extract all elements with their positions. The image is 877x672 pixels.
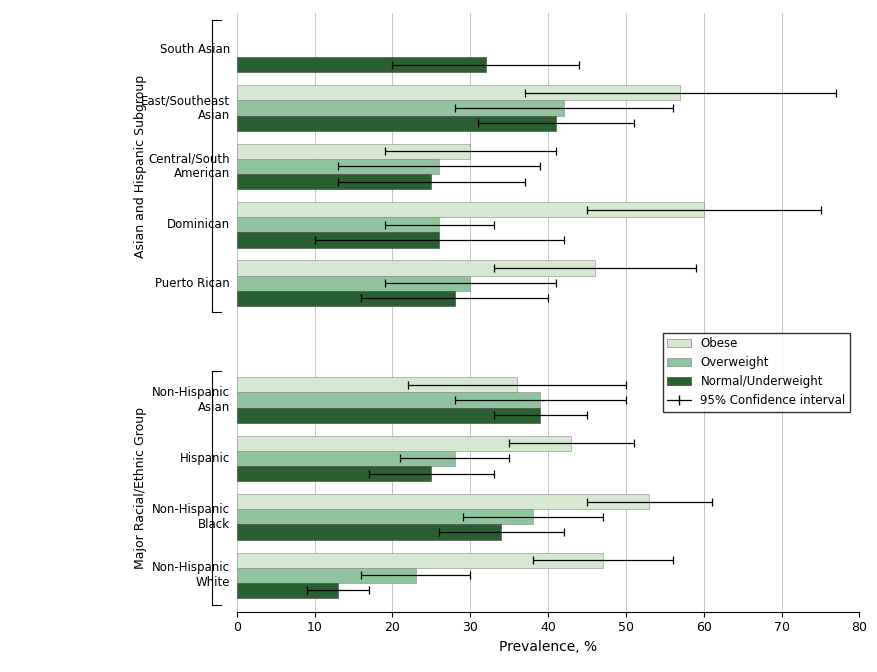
Bar bbox=[237, 217, 439, 233]
Bar bbox=[237, 494, 649, 509]
Bar bbox=[237, 85, 681, 101]
Bar bbox=[237, 466, 431, 481]
Bar bbox=[237, 392, 540, 408]
Text: Asian and Hispanic Subgroup: Asian and Hispanic Subgroup bbox=[134, 75, 146, 258]
Bar bbox=[237, 101, 564, 116]
Bar bbox=[237, 552, 602, 568]
Bar bbox=[237, 233, 439, 248]
Bar bbox=[237, 261, 595, 276]
Bar bbox=[237, 159, 439, 174]
Text: Major Racial/Ethnic Group: Major Racial/Ethnic Group bbox=[134, 407, 146, 569]
Bar bbox=[237, 583, 338, 598]
Bar bbox=[237, 568, 416, 583]
X-axis label: Prevalence, %: Prevalence, % bbox=[499, 640, 597, 654]
Bar bbox=[237, 435, 572, 451]
Bar bbox=[237, 377, 517, 392]
Legend: Obese, Overweight, Normal/Underweight, 95% Confidence interval: Obese, Overweight, Normal/Underweight, 9… bbox=[663, 333, 851, 412]
Bar bbox=[237, 116, 556, 131]
Bar bbox=[237, 144, 470, 159]
Bar bbox=[237, 202, 703, 217]
Bar bbox=[237, 524, 502, 540]
Bar bbox=[237, 57, 486, 73]
Bar bbox=[237, 408, 540, 423]
Bar bbox=[237, 509, 532, 524]
Bar bbox=[237, 451, 455, 466]
Bar bbox=[237, 291, 455, 306]
Bar bbox=[237, 174, 431, 190]
Bar bbox=[237, 276, 470, 291]
